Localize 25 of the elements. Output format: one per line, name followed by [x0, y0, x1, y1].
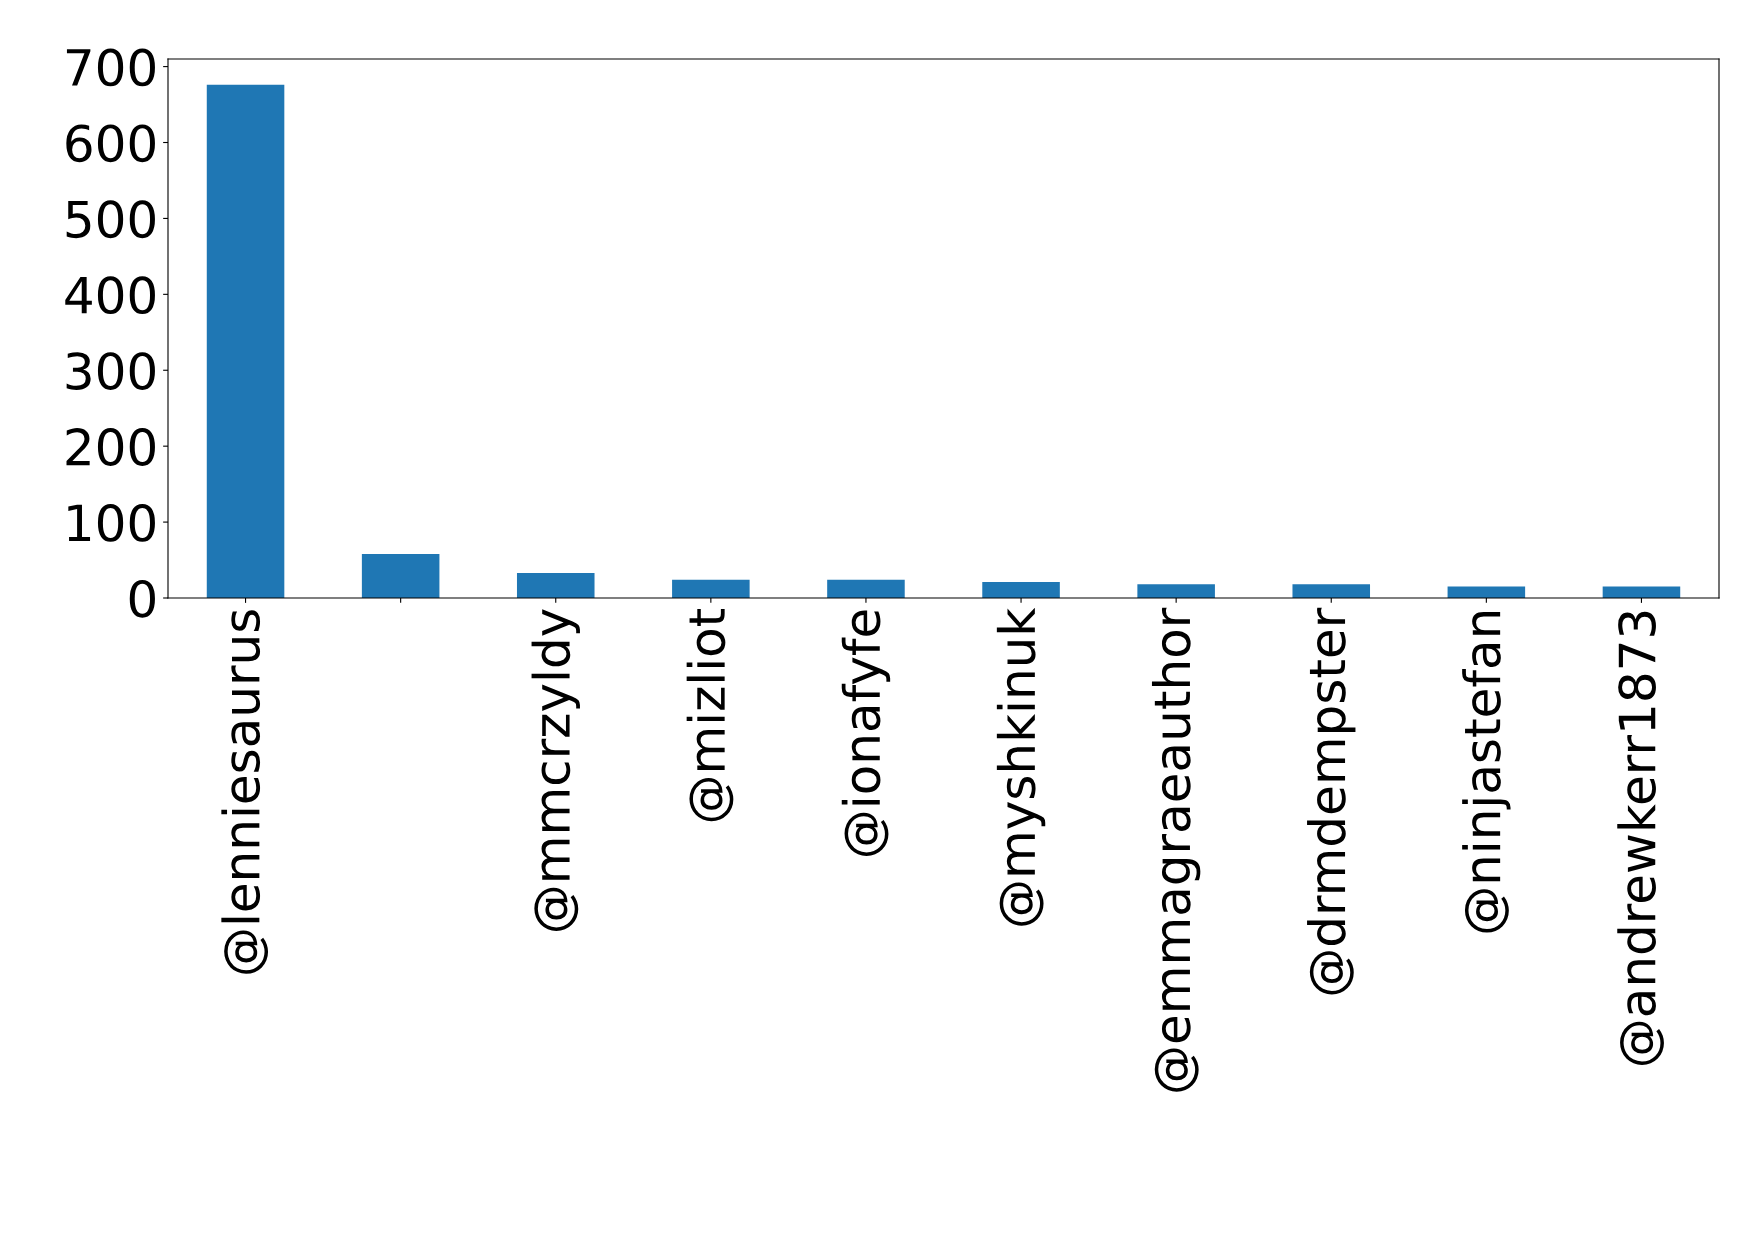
bar: [1137, 584, 1215, 598]
x-tick-label: @drmdempster: [1307, 607, 1356, 995]
x-tick-label: @lenniesaurus: [221, 610, 269, 974]
x-tick-label: @myshkinuk: [996, 607, 1046, 926]
x-tick-label: @mizliot: [686, 608, 734, 822]
bar: [361, 553, 440, 598]
bar: [516, 572, 595, 598]
y-tick-label: 700: [66, 48, 155, 87]
y-tick-label: 200: [66, 428, 155, 466]
x-tick-label: @andrewkerr1873: [1617, 611, 1664, 1065]
x-tick-label: @ionafyfe: [841, 610, 891, 856]
y-tick-label: 0: [129, 579, 155, 618]
y-tick-label: 100: [68, 503, 155, 542]
bar: [672, 579, 750, 598]
bar: [827, 579, 905, 598]
y-tick-label: 400: [65, 276, 155, 315]
bar: [206, 84, 285, 598]
bar: [1292, 584, 1371, 598]
y-tick-label: 500: [66, 200, 155, 239]
y-tick-label: 600: [66, 124, 155, 163]
x-tick-label: @mmcrzyldy: [531, 609, 580, 931]
y-tick-label: 300: [66, 352, 155, 390]
bar: [982, 582, 1060, 598]
x-tick-label: @emmagraeauthor: [1151, 607, 1201, 1092]
x-tick-label: @ninjastefan: [1462, 611, 1511, 933]
